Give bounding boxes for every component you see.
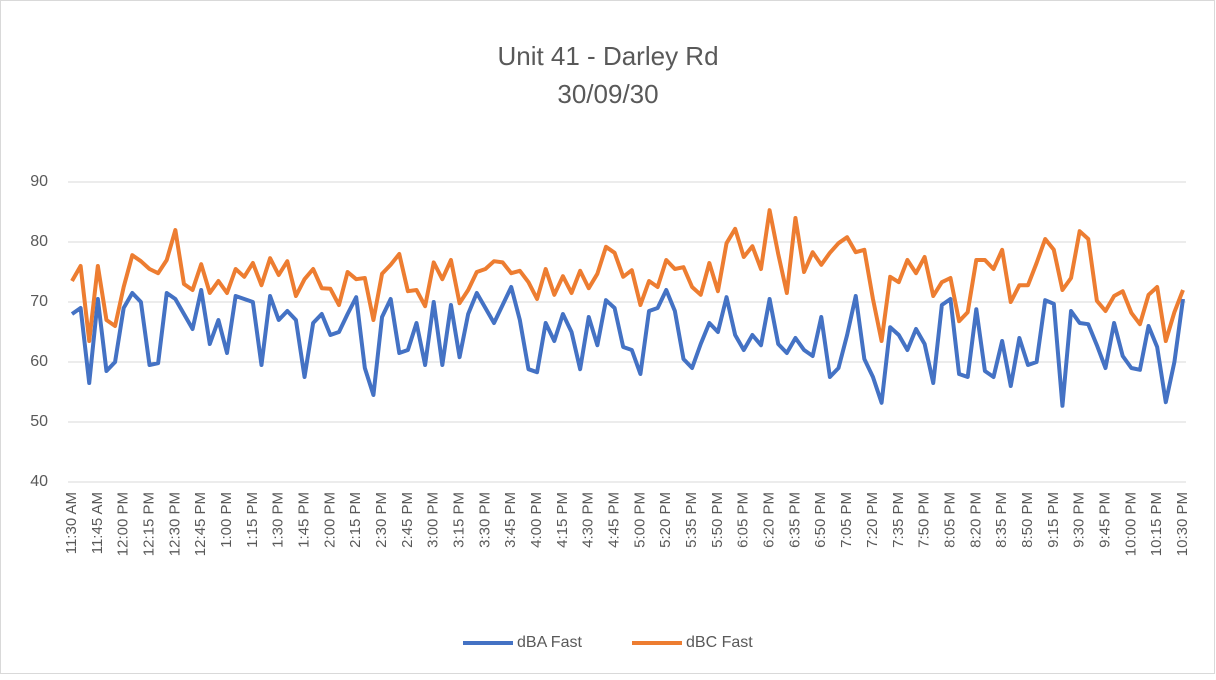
- x-tick-label: 10:00 PM: [1122, 492, 1139, 556]
- y-tick-label: 60: [30, 353, 48, 370]
- x-tick-label: 12:30 PM: [166, 492, 183, 556]
- x-tick-label: 9:45 PM: [1096, 492, 1113, 548]
- x-tick-label: 4:15 PM: [554, 492, 571, 548]
- x-tick-label: 11:30 AM: [63, 492, 80, 554]
- x-tick-label: 1:45 PM: [296, 492, 313, 548]
- data-line: [70, 208, 1185, 343]
- x-tick-label: 2:30 PM: [373, 492, 390, 548]
- y-tick-label: 70: [30, 293, 48, 310]
- x-tick-label: 5:35 PM: [683, 492, 700, 548]
- y-tick-label: 80: [30, 233, 48, 250]
- x-tick-label: 7:35 PM: [890, 492, 907, 548]
- chart-subtitle: 30/09/30: [557, 79, 658, 109]
- x-tick-label: 8:35 PM: [993, 492, 1010, 548]
- x-tick-label: 4:00 PM: [528, 492, 545, 548]
- legend-label: dBC Fast: [686, 634, 753, 651]
- x-tick-label: 3:30 PM: [476, 492, 493, 548]
- x-tick-label: 4:30 PM: [580, 492, 597, 548]
- x-tick-label: 7:50 PM: [916, 492, 933, 548]
- x-tick-label: 7:05 PM: [838, 492, 855, 548]
- x-tick-label: 8:05 PM: [941, 492, 958, 548]
- x-tick-label: 12:15 PM: [140, 492, 157, 556]
- x-tick-label: 6:50 PM: [812, 492, 829, 548]
- y-tick-label: 50: [30, 413, 48, 430]
- x-tick-label: 5:00 PM: [631, 492, 648, 548]
- x-tick-label: 1:15 PM: [244, 492, 261, 548]
- y-tick-label: 90: [30, 173, 48, 190]
- x-tick-label: 4:45 PM: [606, 492, 623, 548]
- x-tick-label: 7:20 PM: [864, 492, 881, 548]
- x-tick-label: 6:05 PM: [735, 492, 752, 548]
- x-tick-label: 3:45 PM: [502, 492, 519, 548]
- x-tick-label: 10:30 PM: [1174, 492, 1191, 556]
- y-tick-label: 40: [30, 473, 48, 490]
- x-tick-label: 5:50 PM: [709, 492, 726, 548]
- x-tick-label: 11:45 AM: [89, 492, 106, 554]
- x-tick-label: 3:00 PM: [425, 492, 442, 548]
- x-tick-label: 8:20 PM: [967, 492, 984, 548]
- x-tick-label: 5:20 PM: [657, 492, 674, 548]
- x-tick-label: 2:15 PM: [347, 492, 364, 548]
- x-tick-label: 6:20 PM: [761, 492, 778, 548]
- legend-label: dBA Fast: [517, 634, 582, 651]
- x-tick-label: 1:30 PM: [270, 492, 287, 548]
- x-tick-label: 9:30 PM: [1071, 492, 1088, 548]
- x-tick-label: 2:45 PM: [399, 492, 416, 548]
- x-tick-label: 1:00 PM: [218, 492, 235, 548]
- data-line: [70, 285, 1185, 408]
- x-tick-label: 12:45 PM: [192, 492, 209, 556]
- x-tick-label: 6:35 PM: [786, 492, 803, 548]
- x-tick-label: 10:15 PM: [1148, 492, 1165, 556]
- x-tick-label: 9:15 PM: [1045, 492, 1062, 548]
- x-tick-label: 2:00 PM: [321, 492, 338, 548]
- x-tick-label: 3:15 PM: [451, 492, 468, 548]
- chart-title: Unit 41 - Darley Rd: [497, 41, 718, 71]
- x-tick-label: 8:50 PM: [1019, 492, 1036, 548]
- x-tick-label: 12:00 PM: [115, 492, 132, 556]
